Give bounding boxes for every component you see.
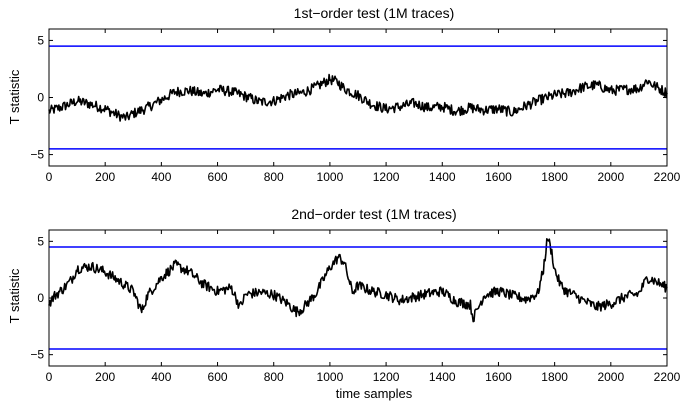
x-tick-label: 2200: [654, 170, 681, 184]
y-tick-label: 0: [37, 91, 44, 105]
series-line: [48, 73, 668, 122]
x-tick-label: 1200: [373, 370, 400, 384]
x-axis-label: time samples: [336, 386, 413, 401]
x-tick-label: 200: [95, 170, 115, 184]
y-tick-label: 0: [37, 291, 44, 305]
y-tick-label: 5: [37, 33, 44, 47]
panel-first-order-test: 1st−order test (1M traces) T statistic 0…: [7, 5, 681, 184]
x-tick-label: 200: [95, 370, 115, 384]
chart-title: 2nd−order test (1M traces): [291, 206, 456, 222]
panel-second-order-test: 2nd−order test (1M traces) T statistic t…: [7, 206, 681, 401]
x-tick-label: 600: [208, 370, 228, 384]
x-tick-label: 1000: [317, 170, 344, 184]
chart-title: 1st−order test (1M traces): [294, 5, 455, 21]
x-tick-label: 400: [151, 170, 171, 184]
x-tick-label: 1000: [317, 370, 344, 384]
x-tick-label: 2200: [654, 370, 681, 384]
x-tick-label: 600: [208, 170, 228, 184]
y-tick-label: −5: [30, 348, 44, 362]
x-tick-label: 1600: [485, 170, 512, 184]
plot-area: 0 200 400 600 800 1000 1200 1400 1600 1800 2000 220…: [30, 229, 681, 384]
x-tick-label: 1400: [429, 170, 456, 184]
y-tick-label: −5: [30, 148, 44, 162]
x-tick-label: 400: [151, 370, 171, 384]
x-tick-label: 1200: [373, 170, 400, 184]
x-tick-label: 0: [46, 170, 53, 184]
plot-area: 0 200 400 600 800 1000 1200 1400 1600 1800 2000 220…: [30, 28, 681, 184]
x-tick-label: 800: [264, 370, 284, 384]
axes-frame: [48, 229, 668, 367]
x-tick-label: 1800: [541, 370, 568, 384]
series-line: [48, 238, 668, 323]
x-tick-label: 2000: [597, 370, 624, 384]
y-axis-label: T statistic: [7, 268, 22, 323]
x-tick-label: 2000: [597, 170, 624, 184]
x-tick-label: 1800: [541, 170, 568, 184]
y-tick-label: 5: [37, 234, 44, 248]
x-tick-label: 1400: [429, 370, 456, 384]
x-tick-label: 0: [46, 370, 53, 384]
y-axis-label: T statistic: [7, 69, 22, 124]
x-tick-label: 800: [264, 170, 284, 184]
x-tick-label: 1600: [485, 370, 512, 384]
